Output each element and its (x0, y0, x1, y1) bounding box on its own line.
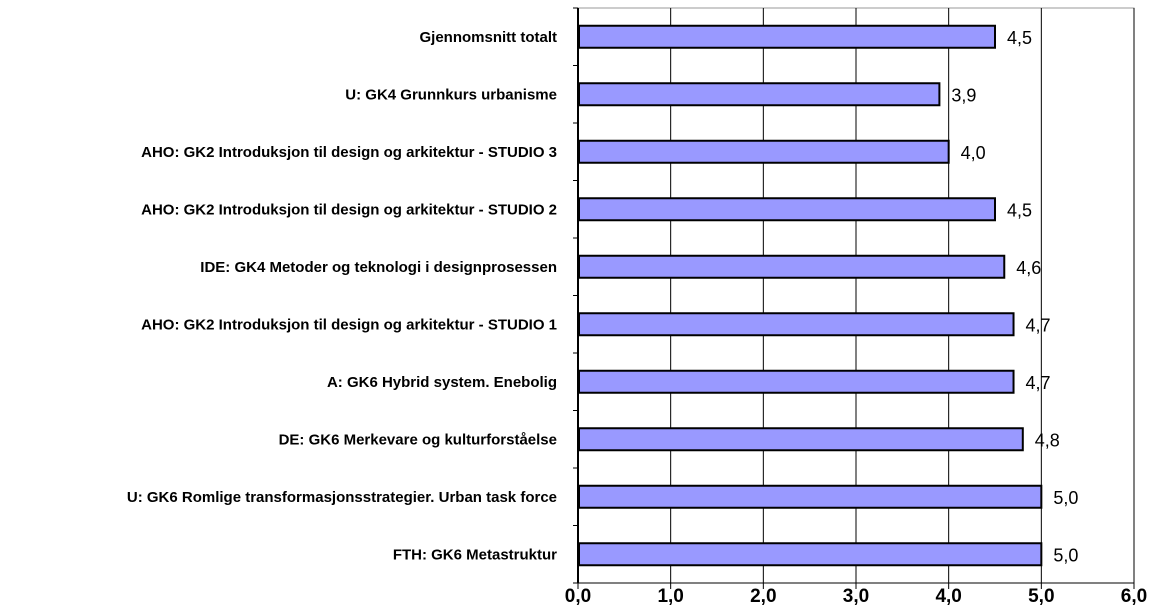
category-label: U: GK4 Grunnkurs urbanisme (345, 86, 557, 103)
bar (578, 542, 1043, 567)
value-label: 4,0 (961, 143, 986, 163)
x-tick-labels: 0,0 1,0 2,0 3,0 4,0 5,0 6,0 (565, 586, 1147, 607)
bar (578, 139, 950, 164)
value-labels: 4,5 3,9 4,0 4,5 4,6 4,7 4,7 4,8 5,0 5,0 (951, 28, 1078, 566)
x-tick-label: 3,0 (843, 586, 869, 606)
x-tick-label: 1,0 (657, 586, 683, 606)
axes (573, 7, 1135, 589)
x-tick-label: 4,0 (935, 586, 961, 606)
category-label: A: GK6 Hybrid system. Enebolig (327, 374, 557, 391)
value-label: 4,6 (1016, 258, 1041, 278)
category-label: Gjennomsnitt totalt (420, 29, 558, 46)
bar (578, 24, 996, 49)
bar (578, 82, 941, 107)
category-label: U: GK6 Romlige transformasjonsstrategier… (127, 489, 557, 506)
bar (578, 254, 1006, 279)
x-tick-label: 0,0 (565, 586, 591, 606)
category-label: FTH: GK6 Metastruktur (393, 546, 557, 563)
bar (578, 369, 1015, 394)
category-label: IDE: GK4 Metoder og teknologi i designpr… (200, 259, 557, 276)
bar (578, 312, 1015, 337)
value-label: 4,7 (1026, 373, 1051, 393)
category-label: AHO: GK2 Introduksjon til design og arki… (141, 316, 557, 333)
bar (578, 427, 1024, 452)
x-tick-label: 5,0 (1028, 586, 1054, 606)
category-label: DE: GK6 Merkevare og kulturforståelse (279, 431, 557, 448)
value-label: 4,5 (1007, 28, 1032, 48)
bar (578, 484, 1043, 509)
value-label: 5,0 (1053, 545, 1078, 565)
value-label: 4,8 (1035, 430, 1060, 450)
x-tick-label: 6,0 (1121, 586, 1147, 606)
category-labels: Gjennomsnitt totalt U: GK4 Grunnkurs urba… (127, 29, 557, 564)
value-label: 5,0 (1053, 488, 1078, 508)
value-label: 4,5 (1007, 200, 1032, 220)
x-tick-label: 2,0 (750, 586, 776, 606)
value-label: 4,7 (1026, 315, 1051, 335)
category-label: AHO: GK2 Introduksjon til design og arki… (141, 144, 557, 161)
value-label: 3,9 (951, 85, 976, 105)
bars (578, 24, 1043, 567)
bar (578, 197, 996, 222)
category-label: AHO: GK2 Introduksjon til design og arki… (141, 201, 557, 218)
